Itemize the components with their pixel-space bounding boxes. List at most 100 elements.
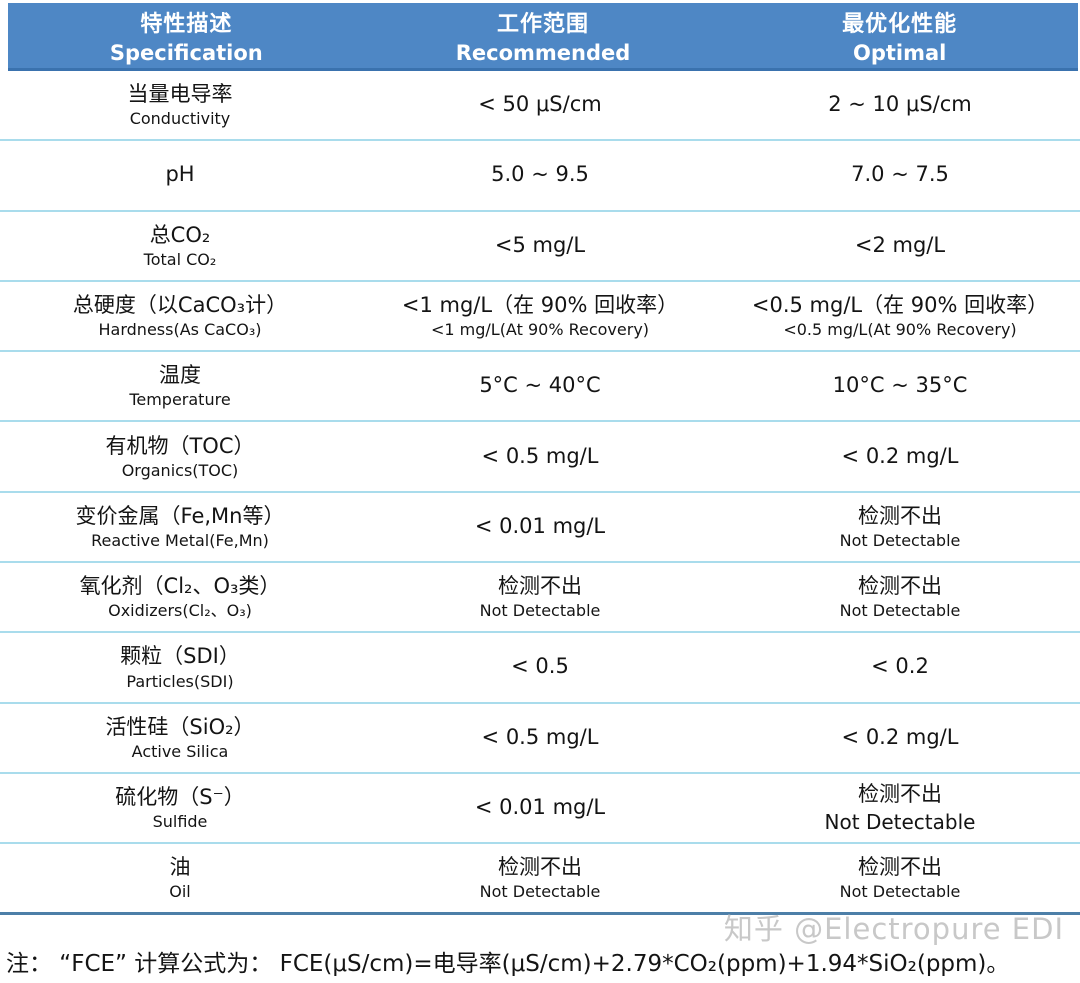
spec-label-en: Hardness(As CaCO₃) xyxy=(98,320,262,340)
table-header: 特性描述 Specification 工作范围 Recommended 最优化性… xyxy=(8,3,1078,71)
spec-label-zh: 氧化剂（Cl₂、O₃类） xyxy=(79,574,281,599)
table-body: 当量电导率 Conductivity < 50 μS/cm 2 ~ 10 μS/… xyxy=(0,71,1080,915)
header-specification-zh: 特性描述 xyxy=(140,12,233,37)
spec-label-zh: pH xyxy=(165,162,195,187)
recommended-value: < 0.5 mg/L xyxy=(481,724,599,749)
optimal-cell: 检测不出 Not Detectable xyxy=(720,493,1080,561)
spec-label-en: Particles(SDI) xyxy=(126,671,234,691)
zhihu-watermark: 知乎 @Electropure EDI xyxy=(723,912,1064,946)
spec-label-en: Total CO₂ xyxy=(143,249,217,269)
spec-label-en: Active Silica xyxy=(131,741,229,761)
recommended-value: < 0.01 mg/L xyxy=(474,513,606,538)
optimal-cell: <2 mg/L xyxy=(720,212,1080,280)
spec-cell: 变价金属（Fe,Mn等） Reactive Metal(Fe,Mn) xyxy=(0,493,360,561)
optimal-value: < 0.2 mg/L xyxy=(841,443,959,468)
optimal-value: 检测不出 xyxy=(858,854,942,879)
recommended-cell: 5°C ~ 40°C xyxy=(360,352,720,420)
recommended-cell: < 50 μS/cm xyxy=(360,71,720,139)
recommended-value: 检测不出 xyxy=(498,854,582,879)
recommended-subvalue: Not Detectable xyxy=(479,882,601,902)
spec-label-en: Sulfide xyxy=(152,812,208,832)
recommended-subvalue: Not Detectable xyxy=(479,601,601,621)
spec-cell: 氧化剂（Cl₂、O₃类） Oxidizers(Cl₂、O₃) xyxy=(0,563,360,631)
spec-label-en: Temperature xyxy=(129,390,231,410)
spec-label-en: Organics(TOC) xyxy=(121,460,239,480)
optimal-value: 2 ~ 10 μS/cm xyxy=(828,92,972,117)
spec-cell: 温度 Temperature xyxy=(0,352,360,420)
optimal-cell: < 0.2 xyxy=(720,633,1080,701)
recommended-value: 5.0 ~ 9.5 xyxy=(491,162,589,187)
table-row-oxidizers: 氧化剂（Cl₂、O₃类） Oxidizers(Cl₂、O₃) 检测不出 Not … xyxy=(0,563,1080,634)
spec-label-en: Oil xyxy=(169,882,191,902)
optimal-value: 检测不出 xyxy=(858,574,942,599)
recommended-value: 5°C ~ 40°C xyxy=(479,373,601,398)
footnote: 注： “FCE” 计算公式为： FCE(μS/cm)=电导率(μS/cm)+2.… xyxy=(6,951,1010,977)
spec-cell: 总CO₂ Total CO₂ xyxy=(0,212,360,280)
spec-label-en: Oxidizers(Cl₂、O₃) xyxy=(108,601,252,621)
table-row-ph: pH 5.0 ~ 9.5 7.0 ~ 7.5 xyxy=(0,141,1080,212)
spec-cell: 油 Oil xyxy=(0,844,360,911)
table-row-temperature: 温度 Temperature 5°C ~ 40°C 10°C ~ 35°C xyxy=(0,352,1080,423)
header-cell-recommended: 工作范围 Recommended xyxy=(365,3,722,68)
recommended-value: < 0.5 mg/L xyxy=(481,443,599,468)
recommended-value: < 0.01 mg/L xyxy=(474,794,606,819)
header-optimal-zh: 最优化性能 xyxy=(842,12,958,37)
spec-cell: 活性硅（SiO₂） Active Silica xyxy=(0,704,360,772)
spec-label-zh: 当量电导率 xyxy=(127,82,233,107)
spec-cell: 总硬度（以CaCO₃计） Hardness(As CaCO₃) xyxy=(0,282,360,350)
optimal-subvalue: Not Detectable xyxy=(839,882,961,902)
spec-cell: 当量电导率 Conductivity xyxy=(0,71,360,139)
recommended-cell: <5 mg/L xyxy=(360,212,720,280)
spec-label-zh: 活性硅（SiO₂） xyxy=(105,714,255,739)
optimal-value: 检测不出 xyxy=(858,782,942,807)
table-row-particles-sdi: 颗粒（SDI） Particles(SDI) < 0.5 < 0.2 xyxy=(0,633,1080,704)
optimal-cell: < 0.2 mg/L xyxy=(720,422,1080,490)
recommended-cell: <1 mg/L（在 90% 回收率） <1 mg/L(At 90% Recove… xyxy=(360,282,720,350)
spec-label-zh: 总CO₂ xyxy=(149,222,211,247)
table-row-active-silica: 活性硅（SiO₂） Active Silica < 0.5 mg/L < 0.2… xyxy=(0,704,1080,774)
optimal-subvalue: Not Detectable xyxy=(824,809,976,834)
spec-cell: pH xyxy=(0,141,360,209)
table-row-oil: 油 Oil 检测不出 Not Detectable 检测不出 Not Detec… xyxy=(0,844,1080,915)
recommended-cell: < 0.5 mg/L xyxy=(360,704,720,772)
recommended-cell: < 0.5 mg/L xyxy=(360,422,720,490)
spec-label-zh: 油 xyxy=(169,854,191,879)
optimal-cell: 2 ~ 10 μS/cm xyxy=(720,71,1080,139)
optimal-cell: <0.5 mg/L（在 90% 回收率） <0.5 mg/L(At 90% Re… xyxy=(720,282,1080,350)
spec-cell: 有机物（TOC） Organics(TOC) xyxy=(0,422,360,490)
recommended-cell: 检测不出 Not Detectable xyxy=(360,844,720,911)
optimal-subvalue: Not Detectable xyxy=(839,601,961,621)
optimal-value: 10°C ~ 35°C xyxy=(832,373,968,398)
table-row-sulfide: 硫化物（S⁻） Sulfide < 0.01 mg/L 检测不出 Not Det… xyxy=(0,774,1080,845)
optimal-value: <2 mg/L xyxy=(854,232,946,257)
optimal-cell: 7.0 ~ 7.5 xyxy=(720,141,1080,209)
header-optimal-en: Optimal xyxy=(852,41,947,65)
recommended-value: <5 mg/L xyxy=(494,232,586,257)
spec-label-zh: 变价金属（Fe,Mn等） xyxy=(75,503,285,528)
optimal-subvalue: <0.5 mg/L(At 90% Recovery) xyxy=(783,320,1017,340)
spec-label-en: Reactive Metal(Fe,Mn) xyxy=(91,531,269,551)
header-specification-en: Specification xyxy=(109,41,263,65)
recommended-cell: 5.0 ~ 9.5 xyxy=(360,141,720,209)
recommended-subvalue: <1 mg/L(At 90% Recovery) xyxy=(430,320,650,340)
recommended-cell: < 0.5 xyxy=(360,633,720,701)
spec-label-en: Conductivity xyxy=(129,109,231,129)
optimal-subvalue: Not Detectable xyxy=(839,531,961,551)
spec-label-zh: 硫化物（S⁻） xyxy=(115,784,245,809)
spec-label-zh: 总硬度（以CaCO₃计） xyxy=(72,292,288,317)
optimal-value: < 0.2 mg/L xyxy=(841,724,959,749)
optimal-cell: < 0.2 mg/L xyxy=(720,704,1080,772)
optimal-value: <0.5 mg/L（在 90% 回收率） xyxy=(751,292,1049,317)
header-recommended-en: Recommended xyxy=(455,41,631,65)
optimal-value: 7.0 ~ 7.5 xyxy=(851,162,949,187)
recommended-value: < 50 μS/cm xyxy=(478,92,602,117)
recommended-cell: 检测不出 Not Detectable xyxy=(360,563,720,631)
optimal-cell: 检测不出 Not Detectable xyxy=(720,563,1080,631)
table-row-organics-toc: 有机物（TOC） Organics(TOC) < 0.5 mg/L < 0.2 … xyxy=(0,422,1080,493)
optimal-value: 检测不出 xyxy=(858,503,942,528)
table-row-conductivity: 当量电导率 Conductivity < 50 μS/cm 2 ~ 10 μS/… xyxy=(0,71,1080,142)
spec-label-zh: 温度 xyxy=(159,363,201,388)
spec-label-zh: 有机物（TOC） xyxy=(105,433,255,458)
spec-label-zh: 颗粒（SDI） xyxy=(120,644,240,669)
header-recommended-zh: 工作范围 xyxy=(496,12,589,37)
